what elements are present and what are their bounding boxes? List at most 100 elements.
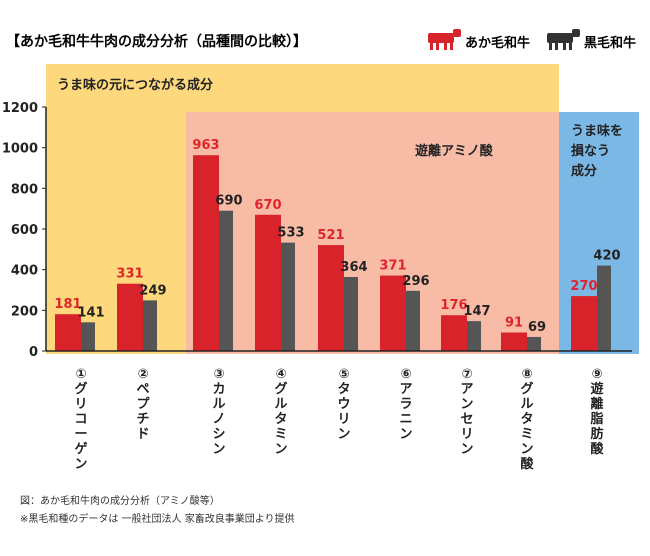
- category-char: ニ: [399, 412, 412, 427]
- y-tick-label: 400: [11, 264, 38, 279]
- bar-kuroge-9: [597, 265, 611, 351]
- category-char: カ: [212, 382, 225, 397]
- value-label-kuroge-2: 249: [139, 283, 166, 298]
- category-char: ⑦: [461, 367, 472, 382]
- category-char: ル: [274, 397, 287, 412]
- value-label-kuroge-9: 420: [593, 249, 620, 264]
- value-label-kuroge-7: 147: [463, 304, 490, 319]
- category-char: ン: [460, 442, 473, 457]
- value-label-akage-4: 670: [254, 198, 281, 213]
- category-char: ⑤: [338, 367, 349, 382]
- value-label-kuroge-5: 364: [340, 260, 367, 275]
- value-label-akage-3: 963: [192, 138, 219, 153]
- category-char: ⑧: [521, 367, 532, 382]
- category-char: グ: [274, 381, 287, 397]
- category-char: ノ: [212, 412, 225, 427]
- category-char: ペ: [136, 382, 149, 397]
- category-char: ン: [399, 427, 412, 442]
- category-char: ン: [520, 442, 533, 457]
- value-label-akage-2: 331: [116, 267, 143, 282]
- category-char: ミ: [274, 427, 287, 442]
- category-char: ル: [212, 397, 225, 412]
- category-char: ン: [337, 427, 350, 442]
- category-char: セ: [460, 412, 473, 427]
- value-label-akage-6: 371: [379, 259, 406, 274]
- category-char: タ: [520, 412, 533, 427]
- category-char: 遊: [590, 381, 603, 397]
- category-char: 離: [590, 396, 603, 412]
- bar-akage-9: [571, 296, 597, 351]
- bar-akage-2: [117, 283, 143, 351]
- value-label-akage-9: 270: [570, 279, 597, 294]
- category-char: タ: [274, 412, 287, 427]
- bar-kuroge-1: [81, 322, 95, 351]
- category-char: ア: [399, 382, 412, 397]
- bar-akage-4: [255, 214, 281, 351]
- category-char: ン: [460, 397, 473, 412]
- value-label-akage-5: 521: [317, 228, 344, 243]
- bar-akage-6: [380, 275, 406, 351]
- category-char: ⑥: [400, 367, 411, 382]
- category-char: リ: [460, 427, 473, 442]
- category-char: ー: [74, 427, 87, 442]
- category-char: リ: [337, 412, 350, 427]
- category-char: ル: [520, 397, 533, 412]
- legend-black-cow-icon: [547, 29, 580, 50]
- bar-akage-8: [501, 332, 527, 351]
- legend-dark-label: 黒毛和牛: [584, 35, 636, 51]
- bar-kuroge-4: [281, 242, 295, 351]
- category-char: チ: [136, 412, 149, 427]
- bar-akage-7: [441, 315, 467, 351]
- category-char: ド: [136, 427, 149, 442]
- category-char: ラ: [399, 397, 412, 412]
- region-bad-label-line-3: 成分: [571, 163, 597, 179]
- category-char: ア: [460, 382, 473, 397]
- category-char: ⑨: [591, 367, 602, 382]
- bar-akage-1: [55, 314, 81, 351]
- value-label-kuroge-6: 296: [402, 274, 429, 289]
- category-char: ン: [274, 442, 287, 457]
- y-tick-label: 600: [11, 223, 38, 238]
- category-char: グ: [520, 381, 533, 397]
- category-char: プ: [136, 397, 150, 412]
- y-tick-label: 1200: [2, 101, 38, 116]
- category-char: ④: [275, 367, 286, 382]
- category-char: 酸: [590, 441, 604, 457]
- category-char: ゲ: [74, 441, 87, 457]
- value-label-kuroge-4: 533: [277, 226, 304, 241]
- value-label-kuroge-3: 690: [215, 194, 242, 209]
- region-amino-label: 遊離アミノ酸: [415, 143, 494, 159]
- category-labels: ①グリコーゲン②ペプチド③カルノシン④グルタミン⑤タウリン⑥アラニン⑦アンセリン…: [74, 367, 604, 472]
- legend-red-label: あか毛和牛: [465, 35, 530, 51]
- category-char: ン: [212, 442, 225, 457]
- y-tick-label: 200: [11, 304, 38, 319]
- category-char: 脂: [589, 411, 603, 427]
- value-label-akage-1: 181: [54, 297, 81, 312]
- value-label-akage-7: 176: [440, 298, 467, 313]
- bar-akage-5: [318, 245, 344, 351]
- category-char: ②: [137, 367, 148, 382]
- category-char: ミ: [520, 427, 533, 442]
- category-char: グ: [74, 381, 87, 397]
- value-label-akage-8: 91: [505, 315, 523, 330]
- category-char: シ: [212, 427, 225, 442]
- y-axis: 0 200 400 600 800 1000 1200: [2, 101, 47, 360]
- y-tick-label: 0: [29, 345, 38, 360]
- bar-kuroge-2: [143, 300, 157, 351]
- bar-kuroge-6: [406, 290, 420, 351]
- legend: あか毛和牛 黒毛和牛: [428, 29, 636, 51]
- category-char: コ: [74, 412, 87, 427]
- category-char: 酸: [520, 456, 534, 472]
- category-char: ン: [74, 457, 87, 472]
- category-char: タ: [337, 382, 350, 397]
- region-bad-label-line-1: うま味を: [571, 123, 623, 139]
